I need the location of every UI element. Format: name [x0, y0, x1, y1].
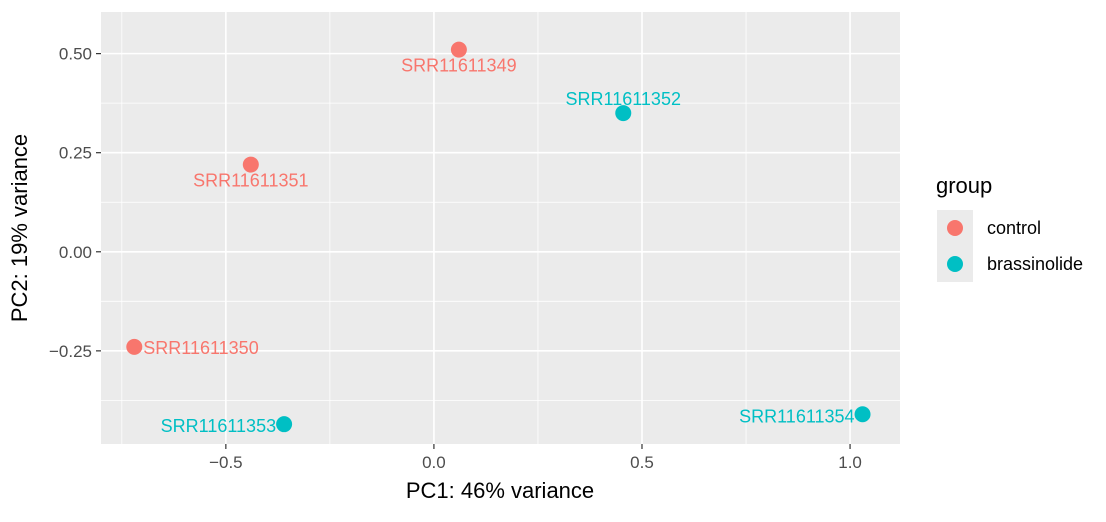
data-point-brassinolide [615, 105, 632, 122]
point-labels: SRR11611349 SRR11611351 SRR11611350 SRR1161… [143, 56, 854, 437]
y-tick-label: −0.25 [49, 342, 92, 361]
legend-title: group [936, 173, 992, 198]
plot-panel [101, 12, 900, 444]
y-tick-label: 0.25 [59, 144, 92, 163]
x-axis: −0.5 0.0 0.5 1.0 [209, 444, 862, 472]
y-tick-label: 0.50 [59, 45, 92, 64]
x-tick-label: 0.5 [630, 453, 654, 472]
data-point-control [450, 41, 467, 58]
data-point-control [126, 338, 143, 355]
legend-key-swatch [947, 256, 963, 272]
minor-gridlines [101, 12, 900, 444]
legend: group control brassinolide [936, 173, 1083, 282]
y-axis-title: PC2: 19% variance [7, 134, 32, 322]
point-label: SRR11611350 [143, 338, 258, 358]
point-label: SRR11611354 [739, 406, 854, 426]
point-label: SRR11611351 [193, 171, 308, 191]
legend-keys: control brassinolide [937, 210, 1083, 282]
legend-label: brassinolide [987, 254, 1083, 274]
point-label: SRR11611352 [566, 89, 681, 109]
major-gridlines [101, 12, 900, 444]
data-point-brassinolide [276, 416, 293, 433]
x-axis-title: PC1: 46% variance [406, 478, 594, 503]
data-point-brassinolide [854, 406, 871, 423]
data-points [126, 41, 871, 433]
y-tick-label: 0.00 [59, 243, 92, 262]
x-tick-label: 1.0 [838, 453, 862, 472]
x-tick-label: 0.0 [422, 453, 446, 472]
point-label: SRR11611349 [401, 56, 516, 76]
x-tick-label: −0.5 [209, 453, 243, 472]
data-point-control [242, 156, 259, 173]
point-label: SRR11611353 [161, 416, 276, 436]
legend-key-swatch [947, 220, 963, 236]
y-axis: 0.50 0.25 0.00 −0.25 [49, 45, 101, 361]
legend-label: control [987, 218, 1041, 238]
